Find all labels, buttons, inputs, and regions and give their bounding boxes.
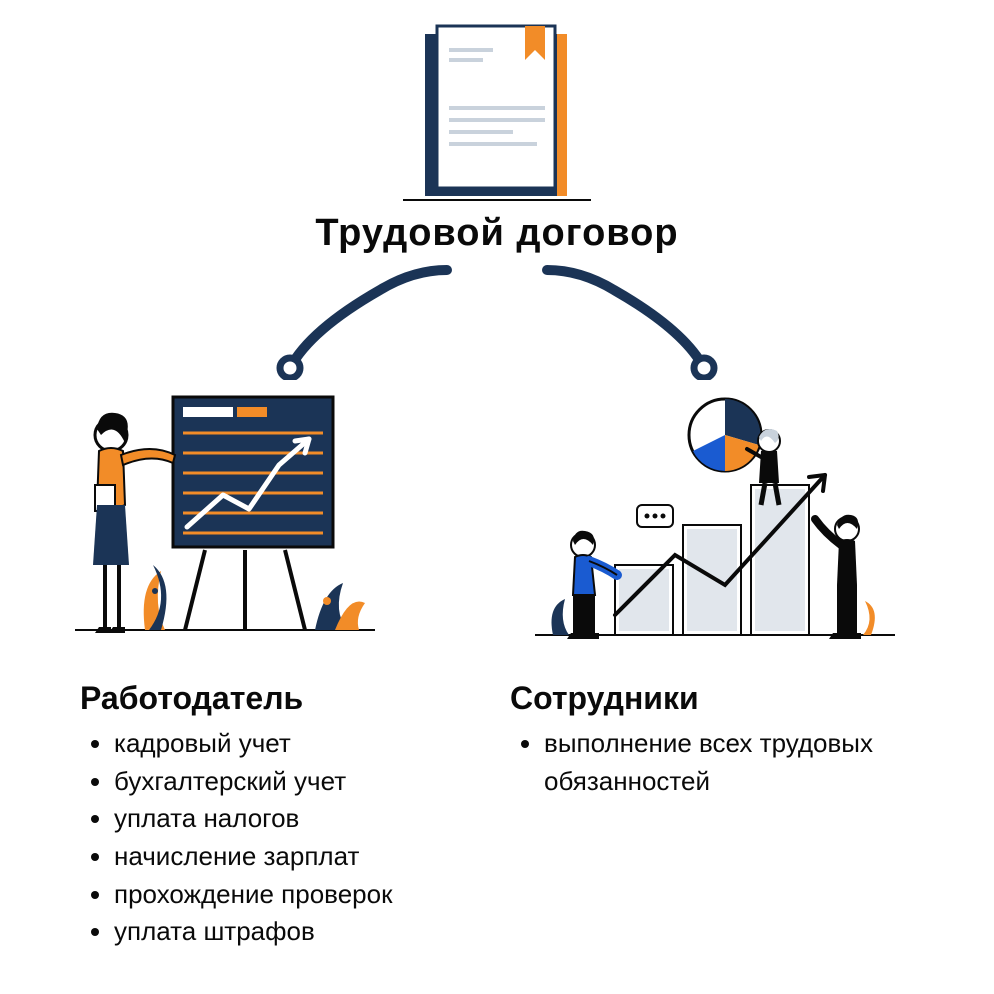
list-item: уплата налогов xyxy=(114,800,460,838)
list-item: бухгалтерский учет xyxy=(114,763,460,801)
employer-illustration xyxy=(65,385,385,645)
employees-heading: Сотрудники xyxy=(510,680,910,717)
branch-connectors xyxy=(0,260,994,380)
employer-heading: Работодатель xyxy=(80,680,460,717)
employees-illustration xyxy=(525,395,905,645)
list-item: прохождение проверок xyxy=(114,876,460,914)
employer-items-list: кадровый учет бухгалтерский учет уплата … xyxy=(80,725,460,951)
contract-document-illustration xyxy=(397,20,597,210)
list-item: кадровый учет xyxy=(114,725,460,763)
list-item: уплата штрафов xyxy=(114,913,460,951)
list-item: выполнение всех трудовых обязанностей xyxy=(544,725,910,800)
employees-column: Сотрудники выполнение всех трудовых обяз… xyxy=(510,680,910,800)
employer-column: Работодатель кадровый учет бухгалтерский… xyxy=(80,680,460,951)
list-item: начисление зарплат xyxy=(114,838,460,876)
employees-items-list: выполнение всех трудовых обязанностей xyxy=(510,725,910,800)
main-title: Трудовой договор xyxy=(0,212,994,255)
